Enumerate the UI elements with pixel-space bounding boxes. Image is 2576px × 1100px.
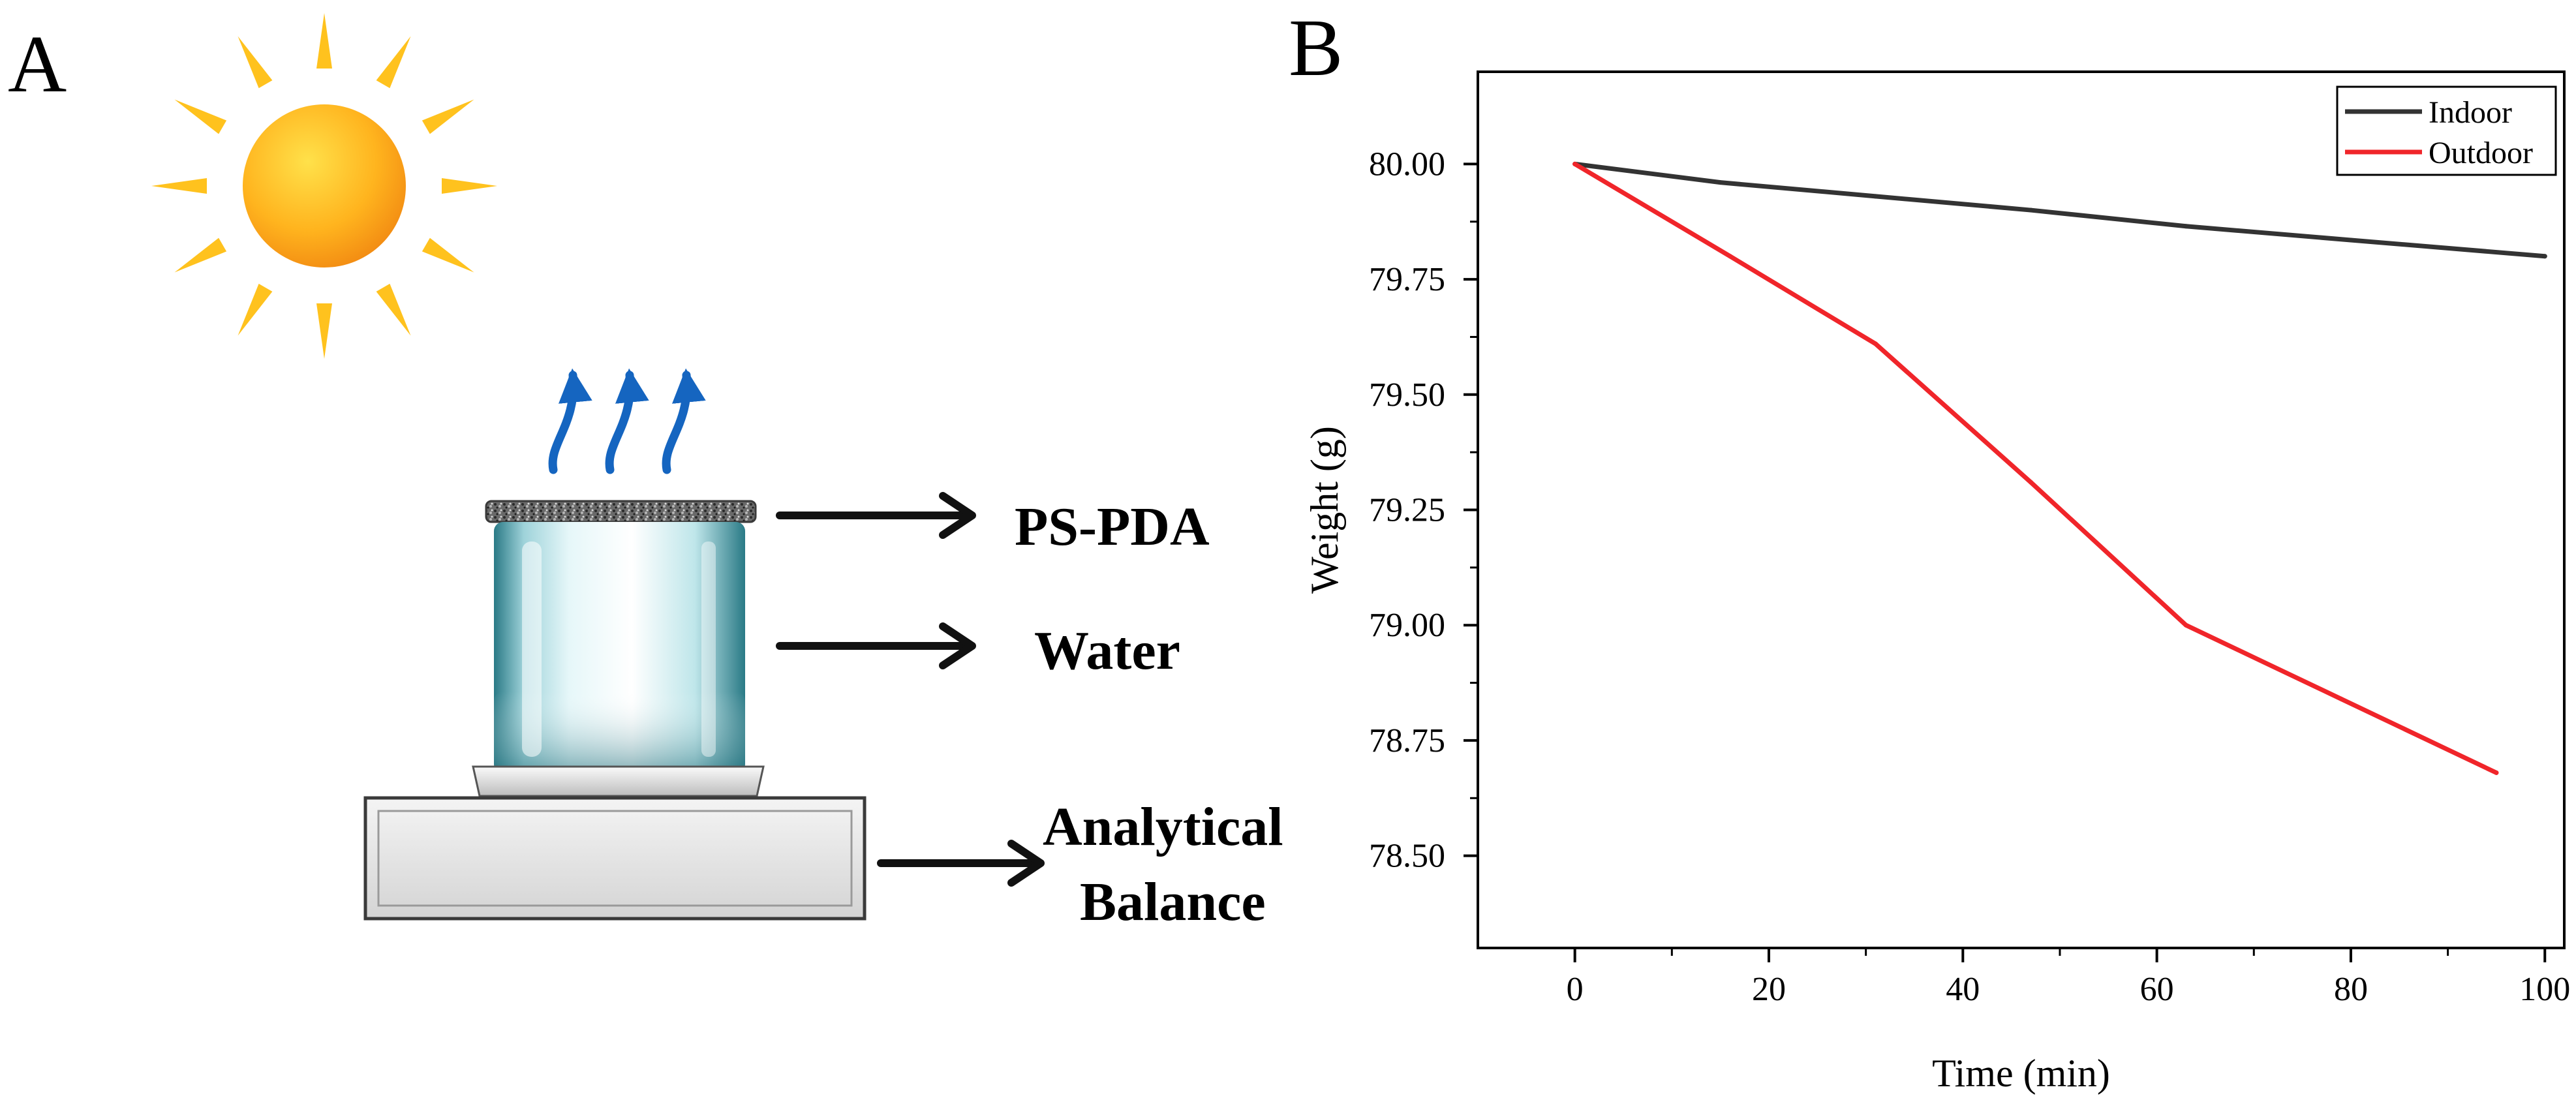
indoor-data-point bbox=[2183, 224, 2188, 229]
analytical-balance bbox=[363, 765, 866, 921]
outdoor-series-line bbox=[1572, 161, 2499, 775]
legend-indoor-label: Indoor bbox=[2429, 95, 2512, 130]
legend-outdoor-label: Outdoor bbox=[2429, 136, 2533, 170]
legend-box bbox=[2336, 85, 2557, 176]
indoor-data-point bbox=[1718, 180, 1723, 185]
y-tick-label: 79.75 bbox=[1369, 261, 1445, 298]
outdoor-data-point bbox=[1572, 161, 1578, 166]
x-tick-label: 100 bbox=[2519, 971, 2570, 1008]
ps-pda-layer bbox=[485, 500, 757, 523]
indoor-data-point bbox=[1873, 194, 1878, 199]
y-tick-label: 80.00 bbox=[1369, 145, 1445, 183]
balance-label: Balance bbox=[1080, 872, 1266, 932]
indoor-data-point bbox=[2348, 237, 2354, 243]
y-axis-label: Weight (g) bbox=[1303, 426, 1346, 594]
y-tick-label: 79.50 bbox=[1369, 376, 1445, 414]
panel-b-label: B bbox=[1289, 3, 1343, 93]
outdoor-data-point bbox=[2338, 696, 2344, 701]
x-tick-label: 80 bbox=[2334, 971, 2368, 1008]
x-axis-label: Time (min) bbox=[1932, 1052, 2110, 1095]
outdoor-data-point bbox=[2028, 480, 2033, 485]
outdoor-data-point bbox=[2183, 622, 2188, 628]
indoor-series-line bbox=[1572, 161, 2547, 259]
analytical-label: Analytical bbox=[1043, 797, 1283, 857]
x-tick-label: 40 bbox=[1946, 971, 1980, 1008]
ps-pda-label: PS-PDA bbox=[1015, 497, 1210, 557]
outdoor-data-point bbox=[1873, 341, 1878, 346]
y-tick-label: 78.75 bbox=[1369, 722, 1445, 759]
sun-icon bbox=[151, 13, 497, 359]
water-label: Water bbox=[1034, 620, 1180, 681]
y-tick-label: 79.00 bbox=[1369, 607, 1445, 644]
indoor-data-point bbox=[2028, 207, 2033, 213]
x-tick-label: 60 bbox=[2140, 971, 2174, 1008]
weight-loss-chart: 0 20 40 60 80 100 78.50 78.75 79.00 79.25 79.50 79.… bbox=[1303, 70, 2570, 1095]
y-tick-label: 79.25 bbox=[1369, 492, 1445, 529]
water-beaker bbox=[494, 522, 745, 773]
outdoor-data-point bbox=[1728, 254, 1733, 259]
outdoor-data-point bbox=[2494, 770, 2499, 775]
indoor-data-point bbox=[2542, 254, 2547, 259]
callout-arrows bbox=[776, 492, 1045, 887]
x-tick-label: 20 bbox=[1752, 971, 1786, 1008]
panel-a-label: A bbox=[8, 20, 67, 110]
x-tick-label: 0 bbox=[1567, 971, 1584, 1008]
y-tick-label: 78.50 bbox=[1369, 838, 1445, 875]
vapor-arrows-icon bbox=[548, 368, 706, 474]
